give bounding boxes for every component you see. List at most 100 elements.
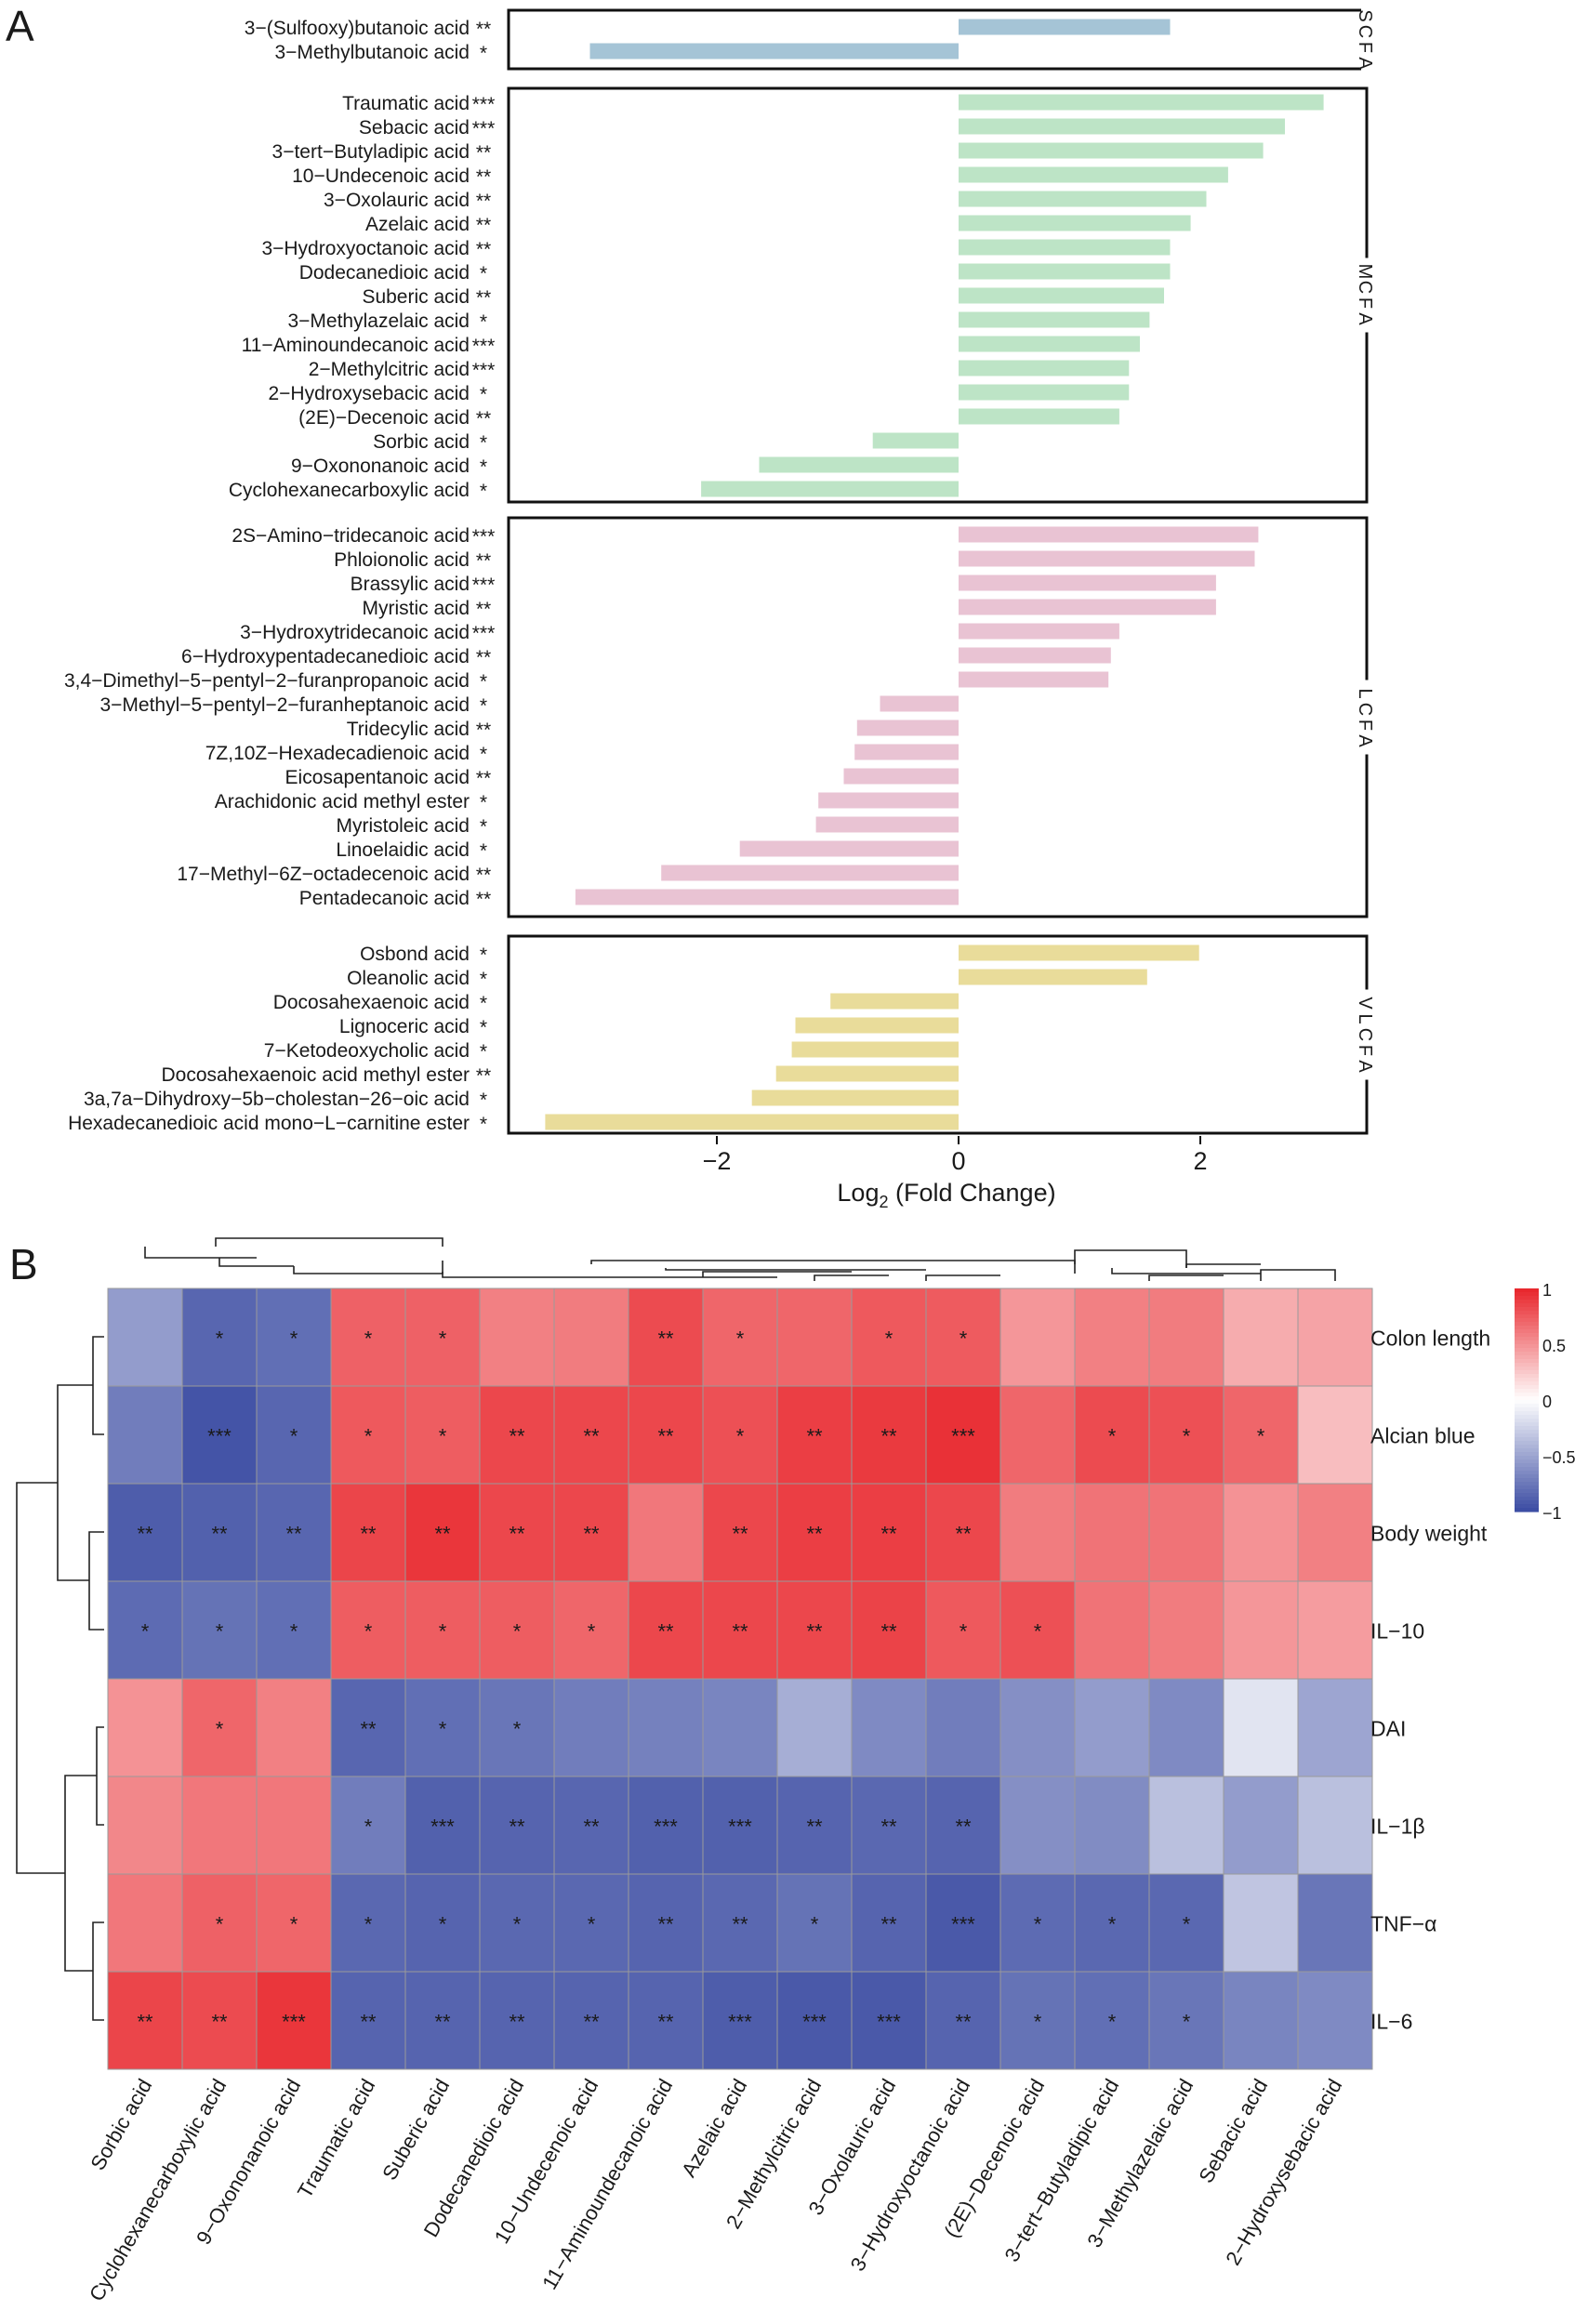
bar	[661, 865, 959, 881]
cell-significance: *	[439, 1327, 447, 1351]
bar	[959, 263, 1171, 280]
heatmap-cell	[256, 1971, 332, 2070]
column-dendrogram	[1111, 1268, 1261, 1274]
cell-significance: **	[434, 1523, 451, 1546]
significance-label: *	[480, 671, 487, 693]
significance-label: **	[476, 408, 491, 429]
cell-significance: *	[141, 1620, 150, 1644]
column-dendrogram	[293, 1266, 443, 1274]
colorbar-segment	[1515, 1340, 1539, 1345]
bar	[856, 720, 959, 736]
heatmap-cell	[628, 1873, 704, 1973]
cell-significance: **	[509, 1425, 525, 1448]
heatmap-cell	[628, 1483, 704, 1582]
heatmap-cell	[702, 1776, 778, 1875]
heatmap-cell	[404, 1776, 481, 1875]
column-dendrogram	[665, 1268, 926, 1271]
heatmap-cell	[851, 1971, 927, 2070]
bar	[959, 408, 1119, 425]
column-dendrogram	[442, 1261, 777, 1278]
bar	[959, 671, 1109, 688]
bar	[959, 647, 1111, 664]
significance-label: ***	[472, 526, 496, 548]
colorbar-segment	[1515, 1497, 1539, 1501]
bar-label: 2S−Amino−tridecanoic acid	[232, 525, 470, 547]
heatmap-cell	[479, 1678, 555, 1777]
heatmap-cell	[256, 1776, 332, 1875]
heatmap-cell	[776, 1873, 853, 1973]
heatmap-cell	[1223, 1287, 1299, 1387]
cell-significance: **	[955, 1816, 972, 1839]
heatmap-cell	[776, 1385, 853, 1485]
significance-label: *	[480, 792, 487, 813]
cell-significance: **	[732, 1913, 748, 1936]
column-dendrogram	[814, 1274, 889, 1281]
heatmap-cell	[553, 1385, 629, 1485]
colorbar-segment	[1515, 1493, 1539, 1498]
bar	[701, 481, 959, 497]
group-label: C	[1355, 1028, 1375, 1041]
heatmap-cell	[256, 1287, 332, 1387]
cell-significance: **	[657, 2011, 674, 2034]
significance-label: *	[480, 456, 487, 478]
heatmap-cell	[999, 1580, 1076, 1680]
heatmap-cell	[999, 1776, 1076, 1875]
bar	[959, 215, 1191, 231]
bar	[959, 166, 1228, 183]
heatmap-cell	[776, 1971, 853, 2070]
heatmap-cell	[181, 1678, 258, 1777]
significance-label: **	[476, 215, 491, 236]
significance-label: *	[480, 384, 487, 405]
cell-significance: **	[880, 1913, 897, 1936]
cell-significance: *	[588, 1620, 596, 1644]
row-dendrogram	[92, 1336, 104, 1435]
bar	[959, 191, 1207, 207]
significance-label: *	[480, 816, 487, 838]
row-dendrogram	[88, 1531, 104, 1631]
bar-label: Sorbic acid	[373, 431, 470, 453]
bar	[791, 1041, 959, 1058]
row-dendrogram	[92, 1921, 104, 2021]
colorbar-segment	[1515, 1400, 1539, 1405]
colorbar-segment	[1515, 1500, 1539, 1505]
bar-label: 10−Undecenoic acid	[292, 165, 470, 187]
bar	[880, 695, 959, 712]
colorbar-segment	[1515, 1426, 1539, 1431]
heatmap-cell	[1148, 1776, 1224, 1875]
heatmap-cell	[1223, 1776, 1299, 1875]
bar	[959, 623, 1119, 640]
cell-significance: **	[880, 1816, 897, 1839]
heatmap-cell	[107, 1580, 183, 1680]
heatmap-row-label: Colon length	[1370, 1327, 1490, 1351]
significance-label: *	[480, 993, 487, 1014]
heatmap-cell	[702, 1873, 778, 1973]
group-label: A	[1355, 57, 1375, 70]
bar	[854, 744, 959, 760]
colorbar-tick-label: −0.5	[1542, 1448, 1575, 1467]
significance-label: **	[476, 287, 491, 309]
row-dendrogram	[96, 1726, 104, 1826]
bar-label: 3−Methylazelaic acid	[287, 310, 470, 332]
cell-significance: *	[885, 1327, 893, 1351]
cell-significance: **	[732, 1523, 748, 1546]
heatmap-cell	[776, 1483, 853, 1582]
heatmap-row-label: Alcian blue	[1370, 1424, 1476, 1448]
significance-label: *	[480, 311, 487, 333]
bar-label: Arachidonic acid methyl ester	[215, 791, 470, 812]
heatmap-cell	[181, 1971, 258, 2070]
column-dendrogram	[218, 1258, 294, 1267]
bar-label: 17−Methyl−6Z−octadecenoic acid	[177, 864, 470, 885]
colorbar-segment	[1515, 1355, 1539, 1360]
cell-significance: *	[513, 1620, 522, 1644]
cell-significance: *	[1108, 1425, 1117, 1448]
group-label: L	[1355, 688, 1375, 698]
x-axis-title: Log2 (Fold Change)	[837, 1179, 1055, 1211]
heatmap-cell	[1074, 1971, 1150, 2070]
heatmap-cell	[256, 1873, 332, 1973]
cell-significance: *	[364, 1620, 373, 1644]
cell-significance: ***	[654, 1816, 678, 1839]
heatmap-cell	[702, 1580, 778, 1680]
colorbar-tick-label: 1	[1542, 1281, 1552, 1300]
heatmap-cell	[628, 1678, 704, 1777]
heatmap-panel: * * * * ** * * **** * * * ** ** ** * ** ** *** * * *** ** ** **…	[16, 1237, 1575, 2305]
